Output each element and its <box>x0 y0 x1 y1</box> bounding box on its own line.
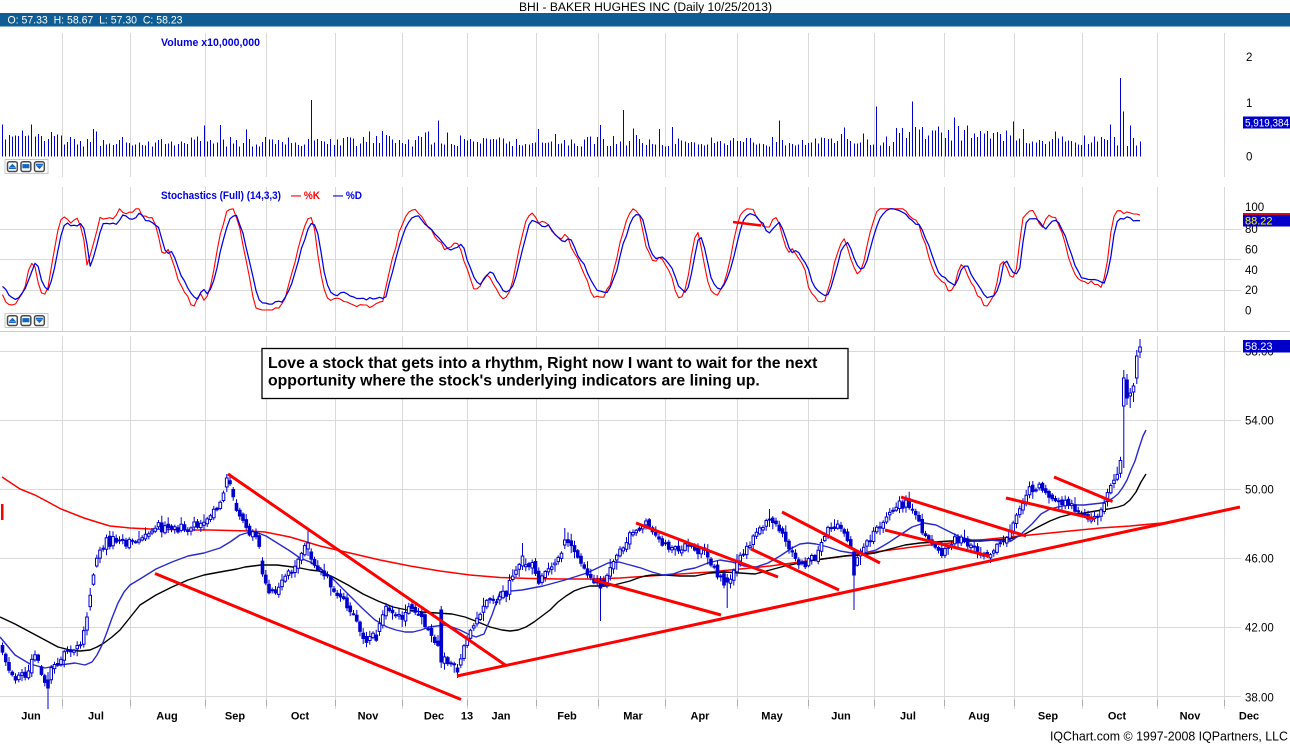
svg-text:88.22: 88.22 <box>1245 215 1273 227</box>
svg-text:Dec: Dec <box>424 711 444 723</box>
svg-text:80: 80 <box>1245 224 1258 236</box>
svg-text:0: 0 <box>1245 306 1251 318</box>
svg-text:Feb: Feb <box>557 711 577 723</box>
svg-text:100: 100 <box>1245 202 1264 214</box>
svg-text:Jul: Jul <box>900 711 916 723</box>
svg-text:Aug: Aug <box>968 711 989 723</box>
svg-text:20: 20 <box>1245 285 1258 297</box>
svg-text:Mar: Mar <box>623 711 643 723</box>
svg-text:54.00: 54.00 <box>1245 416 1274 428</box>
svg-text:opportunity where the stock's: opportunity where the stock's underlying… <box>268 373 760 390</box>
svg-text:40: 40 <box>1245 265 1258 277</box>
svg-text:60: 60 <box>1245 245 1258 257</box>
svg-text:Love a stock that gets into a: Love a stock that gets into a rhythm, Ri… <box>268 355 818 372</box>
svg-text:Nov: Nov <box>358 711 380 723</box>
svg-text:1: 1 <box>1246 98 1252 110</box>
svg-text:IQChart.com © 1997-2008 IQPart: IQChart.com © 1997-2008 IQPartners, LLC <box>1050 730 1288 744</box>
svg-text:Dec: Dec <box>1239 711 1259 723</box>
svg-text:58.23: 58.23 <box>1245 341 1273 353</box>
svg-text:Nov: Nov <box>1180 711 1202 723</box>
svg-text:2: 2 <box>1246 52 1252 64</box>
svg-text:Sep: Sep <box>225 711 245 723</box>
svg-text:Jun: Jun <box>21 711 41 723</box>
svg-text:— %D: — %D <box>333 190 362 202</box>
svg-text:50.00: 50.00 <box>1245 485 1274 497</box>
svg-text:Oct: Oct <box>291 711 310 723</box>
svg-text:O: 57.33 H: 58.67 L: 57.30: O: 57.33 H: 58.67 L: 57.30 C: 58.23 <box>8 14 183 26</box>
svg-text:BHI - BAKER HUGHES INC (Daily: BHI - BAKER HUGHES INC (Daily 10/25/2013… <box>519 0 772 14</box>
svg-text:46.00: 46.00 <box>1245 554 1274 566</box>
svg-text:42.00: 42.00 <box>1245 623 1274 635</box>
svg-text:Oct: Oct <box>1108 711 1127 723</box>
svg-text:Jul: Jul <box>88 711 104 723</box>
svg-text:Volume x10,000,000: Volume x10,000,000 <box>161 37 260 49</box>
svg-text:0: 0 <box>1246 152 1252 164</box>
svg-text:Apr: Apr <box>691 711 711 723</box>
svg-text:Jan: Jan <box>492 711 511 723</box>
svg-text:Stochastics (Full) (14,3,3): Stochastics (Full) (14,3,3) <box>161 190 281 202</box>
svg-text:May: May <box>761 711 783 723</box>
svg-text:Jun: Jun <box>831 711 851 723</box>
svg-text:Sep: Sep <box>1038 711 1058 723</box>
svg-text:5,919,384: 5,919,384 <box>1245 117 1289 129</box>
svg-text:38.00: 38.00 <box>1245 693 1274 705</box>
svg-text:13: 13 <box>461 711 473 723</box>
svg-text:Aug: Aug <box>156 711 177 723</box>
svg-text:— %K: — %K <box>291 190 320 202</box>
